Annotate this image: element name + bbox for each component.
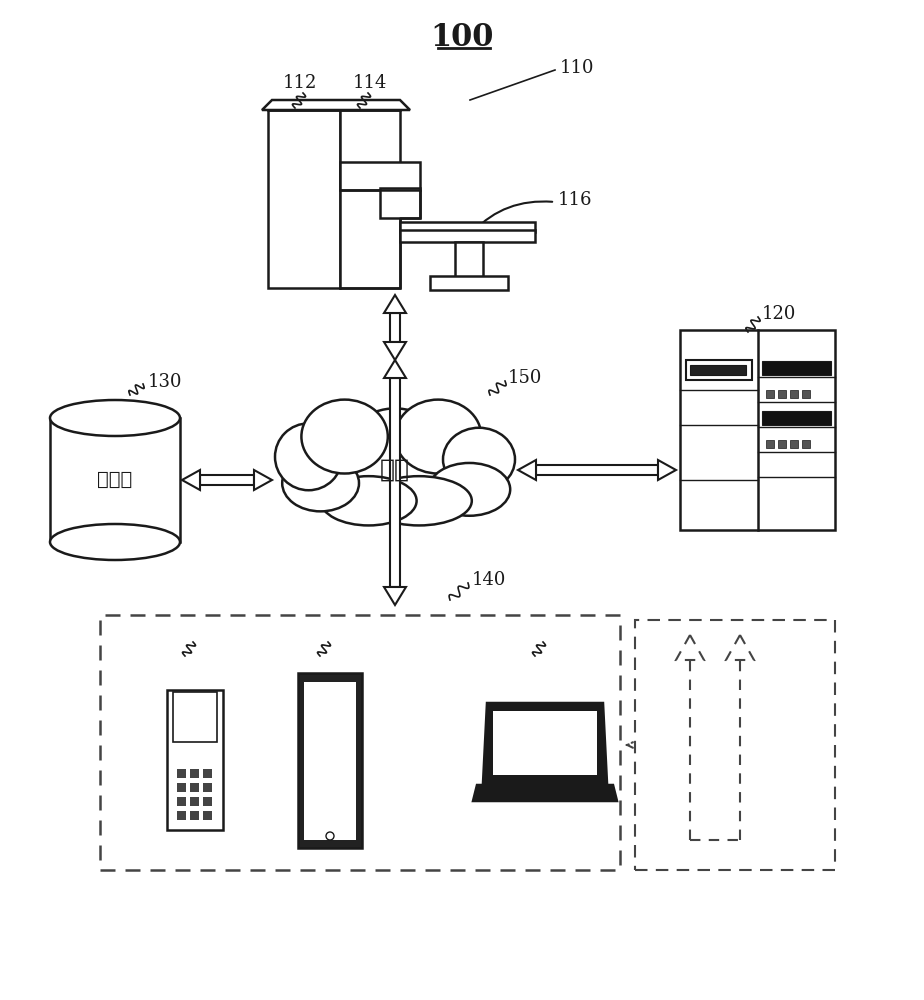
Text: 150: 150 — [508, 369, 542, 387]
Bar — [802, 390, 810, 398]
Ellipse shape — [443, 428, 515, 491]
Ellipse shape — [366, 476, 472, 525]
Polygon shape — [262, 100, 410, 110]
Bar — [177, 811, 186, 820]
Polygon shape — [483, 703, 607, 783]
Text: 140: 140 — [472, 571, 506, 589]
Polygon shape — [182, 470, 200, 490]
Text: 存储器: 存储器 — [97, 471, 133, 489]
Bar — [690, 365, 746, 375]
Bar — [177, 783, 186, 792]
Ellipse shape — [326, 832, 334, 840]
Bar — [762, 411, 831, 425]
Text: 120: 120 — [762, 305, 796, 323]
Bar — [802, 440, 810, 448]
Ellipse shape — [50, 400, 180, 436]
Bar — [173, 692, 217, 742]
Bar — [778, 440, 786, 448]
Bar — [340, 110, 400, 288]
Bar — [177, 769, 186, 778]
Text: 116: 116 — [558, 191, 592, 209]
Bar — [766, 390, 774, 398]
Text: 140-1: 140-1 — [171, 623, 219, 640]
Text: 100: 100 — [431, 22, 493, 53]
Bar — [390, 313, 400, 342]
Polygon shape — [658, 460, 676, 480]
Polygon shape — [254, 470, 272, 490]
Bar — [298, 673, 362, 848]
Bar — [200, 475, 254, 485]
Bar — [304, 682, 356, 840]
Text: 112: 112 — [283, 74, 317, 92]
Polygon shape — [384, 587, 406, 605]
Polygon shape — [518, 460, 536, 480]
Text: 114: 114 — [353, 74, 387, 92]
Ellipse shape — [50, 524, 180, 560]
Bar — [203, 769, 212, 778]
Polygon shape — [384, 360, 406, 378]
Bar — [100, 615, 620, 870]
Bar — [536, 465, 658, 475]
Bar — [190, 797, 199, 806]
Bar — [635, 620, 835, 870]
Text: ...: ... — [441, 732, 469, 764]
Bar — [400, 222, 535, 232]
Bar — [380, 188, 420, 218]
Bar — [390, 378, 400, 587]
Bar — [340, 162, 420, 190]
Bar — [50, 417, 180, 542]
Ellipse shape — [345, 408, 445, 496]
Bar — [268, 110, 340, 288]
Bar — [190, 769, 199, 778]
Ellipse shape — [321, 476, 417, 525]
Ellipse shape — [395, 400, 481, 474]
Bar — [203, 797, 212, 806]
Ellipse shape — [282, 455, 359, 511]
Bar — [680, 330, 835, 530]
Ellipse shape — [429, 463, 510, 516]
Bar — [203, 811, 212, 820]
Bar — [790, 440, 798, 448]
Bar — [190, 783, 199, 792]
Bar — [686, 360, 752, 380]
Bar — [430, 276, 508, 290]
Bar — [455, 242, 483, 280]
Text: 130: 130 — [148, 373, 183, 391]
Bar — [493, 711, 597, 775]
Bar — [766, 440, 774, 448]
Ellipse shape — [275, 423, 342, 490]
Bar — [177, 797, 186, 806]
Polygon shape — [473, 785, 617, 801]
Bar — [190, 811, 199, 820]
Polygon shape — [384, 342, 406, 360]
Bar — [790, 390, 798, 398]
Bar — [762, 361, 831, 375]
Text: 140-2: 140-2 — [306, 623, 354, 640]
Bar — [203, 783, 212, 792]
Text: 110: 110 — [560, 59, 594, 77]
Polygon shape — [384, 295, 406, 313]
Bar — [400, 230, 535, 242]
Ellipse shape — [301, 400, 388, 474]
Bar — [778, 390, 786, 398]
Text: 140-N: 140-N — [519, 623, 571, 640]
Text: 网络: 网络 — [380, 458, 410, 482]
Bar — [167, 690, 223, 830]
